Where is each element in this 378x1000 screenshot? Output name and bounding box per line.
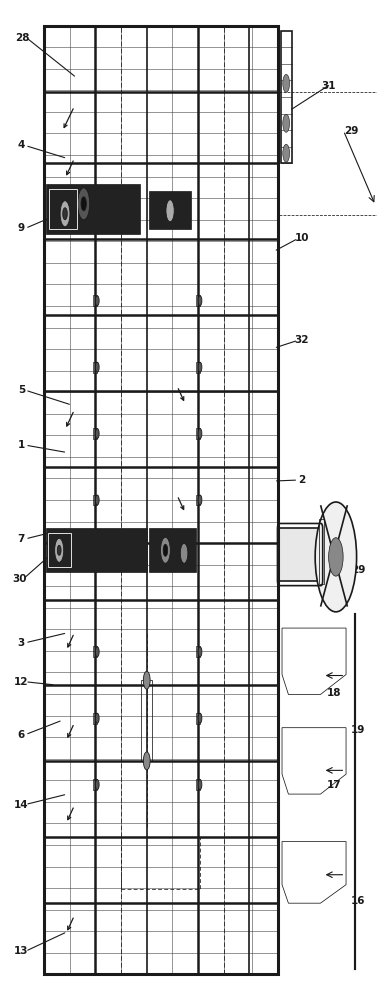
Text: 16: 16	[351, 896, 366, 906]
Bar	[196, 646, 200, 657]
Circle shape	[161, 537, 170, 563]
Bar	[196, 779, 200, 790]
Bar	[48, 533, 71, 567]
Text: 13: 13	[14, 946, 29, 956]
Circle shape	[81, 197, 86, 211]
Circle shape	[77, 188, 90, 220]
Bar	[196, 362, 200, 373]
Bar	[93, 713, 98, 724]
Circle shape	[166, 200, 174, 222]
Bar	[196, 295, 200, 306]
Circle shape	[95, 429, 99, 439]
Text: 15: 15	[293, 558, 307, 568]
Circle shape	[283, 144, 290, 162]
Bar	[149, 191, 191, 229]
Text: 30: 30	[12, 574, 27, 584]
Circle shape	[283, 74, 290, 92]
Bar	[93, 295, 98, 306]
Circle shape	[95, 647, 99, 657]
Circle shape	[198, 362, 202, 372]
Bar	[93, 779, 98, 790]
Bar	[49, 189, 77, 229]
Bar	[141, 680, 152, 761]
Bar	[149, 528, 196, 572]
Circle shape	[63, 208, 67, 220]
Bar	[93, 428, 98, 439]
Circle shape	[315, 502, 356, 612]
Circle shape	[95, 362, 99, 372]
Bar	[44, 26, 277, 974]
Bar	[319, 519, 324, 584]
Bar	[121, 837, 200, 889]
Circle shape	[198, 713, 202, 723]
Circle shape	[180, 543, 188, 563]
Circle shape	[95, 495, 99, 505]
Text: 10: 10	[295, 233, 309, 243]
Text: 7: 7	[18, 534, 25, 544]
Circle shape	[57, 545, 61, 555]
Circle shape	[198, 429, 202, 439]
Circle shape	[328, 538, 343, 576]
Text: 1: 1	[18, 440, 25, 450]
Text: 4: 4	[18, 140, 25, 150]
Circle shape	[198, 647, 202, 657]
Text: 18: 18	[327, 688, 341, 698]
Bar	[46, 528, 147, 572]
Circle shape	[60, 201, 70, 227]
Text: 31: 31	[321, 81, 336, 91]
Bar	[93, 495, 98, 505]
Bar	[279, 528, 321, 581]
Circle shape	[198, 296, 202, 306]
Bar	[93, 646, 98, 657]
Circle shape	[95, 296, 99, 306]
Bar	[280, 31, 292, 163]
Bar	[196, 495, 200, 505]
Text: 29: 29	[344, 126, 358, 136]
Text: 9: 9	[18, 223, 25, 233]
Bar	[279, 92, 378, 215]
Text: 19: 19	[351, 725, 366, 735]
Text: 14: 14	[14, 800, 29, 810]
Text: 17: 17	[327, 780, 341, 790]
Text: 3: 3	[18, 638, 25, 648]
Circle shape	[198, 495, 202, 505]
Circle shape	[163, 544, 168, 556]
Bar	[93, 362, 98, 373]
Text: 28: 28	[15, 33, 30, 43]
Circle shape	[143, 752, 150, 770]
Circle shape	[283, 114, 290, 132]
Bar	[196, 428, 200, 439]
Circle shape	[143, 671, 150, 689]
Text: 6: 6	[18, 730, 25, 740]
Text: 5: 5	[18, 385, 25, 395]
Circle shape	[55, 538, 64, 562]
Text: 2: 2	[298, 475, 305, 485]
Text: 20: 20	[330, 600, 345, 610]
Bar	[46, 184, 140, 234]
Circle shape	[198, 780, 202, 790]
Text: 12: 12	[14, 677, 29, 687]
Circle shape	[95, 780, 99, 790]
Text: 32: 32	[295, 335, 309, 345]
Bar	[196, 713, 200, 724]
Text: 29: 29	[351, 565, 366, 575]
Circle shape	[95, 713, 99, 723]
